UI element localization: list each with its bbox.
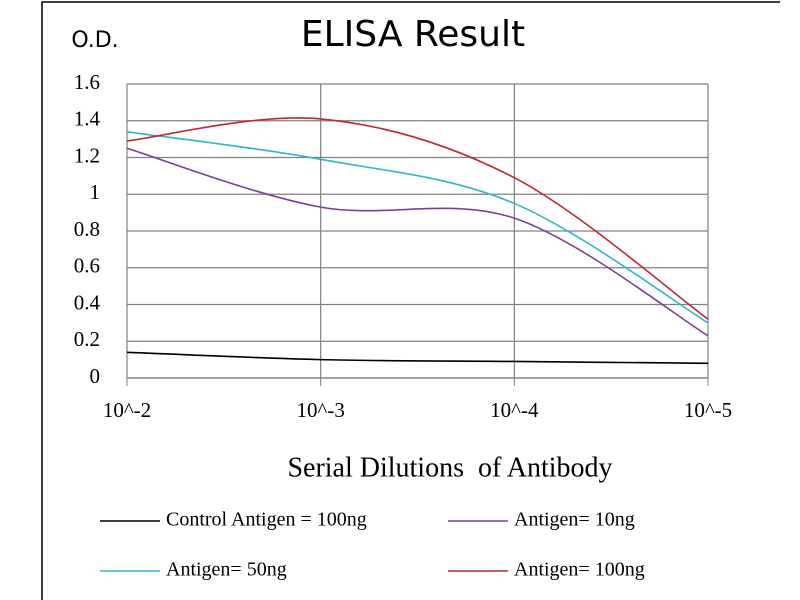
series-line: [126, 130, 709, 324]
frame: [41, 1, 780, 600]
y-tick-label: 0: [90, 364, 101, 388]
legend-label: Antigen= 10ng: [514, 509, 635, 531]
y-tick-label: 0.6: [74, 254, 100, 278]
y-tick-label: 1: [90, 180, 101, 204]
y-tick-label: 1.2: [74, 143, 100, 167]
x-tick-label: 10^-4: [490, 398, 539, 422]
legend-label: Antigen= 50ng: [166, 559, 287, 581]
y-tick-label: 0.4: [74, 290, 101, 314]
y-tick-label: 0.8: [74, 217, 100, 241]
legend-label: Antigen= 100ng: [514, 559, 645, 581]
x-tick-label: 10^-2: [103, 398, 151, 422]
y-tick-label: 1.6: [74, 70, 100, 94]
y-tick-label: 1.4: [74, 107, 101, 131]
legend-label: Control Antigen = 100ng: [166, 509, 367, 531]
x-tick-label: 10^-3: [296, 398, 344, 422]
series-line: [126, 117, 709, 320]
x-tick-label: 10^-5: [684, 398, 732, 422]
series-line: [126, 351, 709, 365]
chart-title: ELISA Result: [301, 14, 525, 55]
series-line: [126, 147, 709, 337]
y-tick-label: 0.2: [74, 327, 100, 351]
y-axis-title: O.D.: [71, 28, 118, 53]
x-axis-title: Serial Dilutions of Antibody: [287, 452, 612, 483]
